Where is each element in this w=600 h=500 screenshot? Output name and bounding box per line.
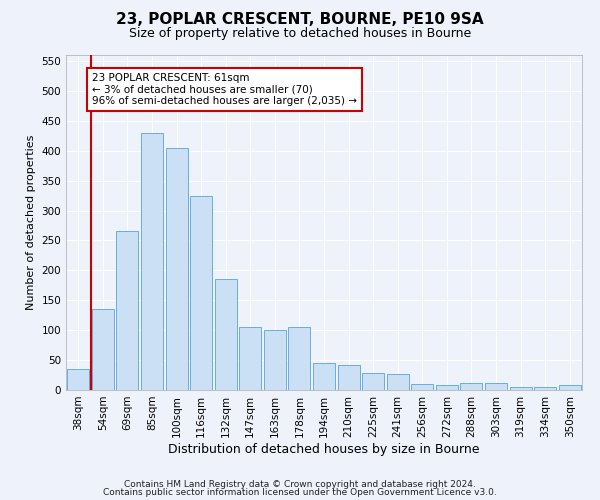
- Text: 23, POPLAR CRESCENT, BOURNE, PE10 9SA: 23, POPLAR CRESCENT, BOURNE, PE10 9SA: [116, 12, 484, 28]
- Bar: [190, 196, 212, 390]
- Bar: [67, 369, 89, 390]
- Y-axis label: Number of detached properties: Number of detached properties: [26, 135, 36, 310]
- Bar: [313, 363, 335, 390]
- Bar: [559, 385, 581, 390]
- Bar: [92, 309, 114, 390]
- Text: Contains HM Land Registry data © Crown copyright and database right 2024.: Contains HM Land Registry data © Crown c…: [124, 480, 476, 489]
- Bar: [436, 385, 458, 390]
- Text: 23 POPLAR CRESCENT: 61sqm
← 3% of detached houses are smaller (70)
96% of semi-d: 23 POPLAR CRESCENT: 61sqm ← 3% of detach…: [92, 73, 357, 106]
- Text: Size of property relative to detached houses in Bourne: Size of property relative to detached ho…: [129, 28, 471, 40]
- Bar: [116, 232, 139, 390]
- Bar: [239, 327, 262, 390]
- Text: Contains public sector information licensed under the Open Government Licence v3: Contains public sector information licen…: [103, 488, 497, 497]
- Bar: [362, 373, 384, 390]
- Bar: [460, 383, 482, 390]
- Bar: [215, 280, 237, 390]
- Bar: [386, 374, 409, 390]
- Bar: [289, 327, 310, 390]
- Bar: [534, 387, 556, 390]
- Bar: [485, 383, 507, 390]
- Bar: [338, 365, 359, 390]
- Bar: [264, 330, 286, 390]
- Bar: [411, 384, 433, 390]
- Bar: [166, 148, 188, 390]
- X-axis label: Distribution of detached houses by size in Bourne: Distribution of detached houses by size …: [168, 442, 480, 456]
- Bar: [509, 387, 532, 390]
- Bar: [141, 133, 163, 390]
